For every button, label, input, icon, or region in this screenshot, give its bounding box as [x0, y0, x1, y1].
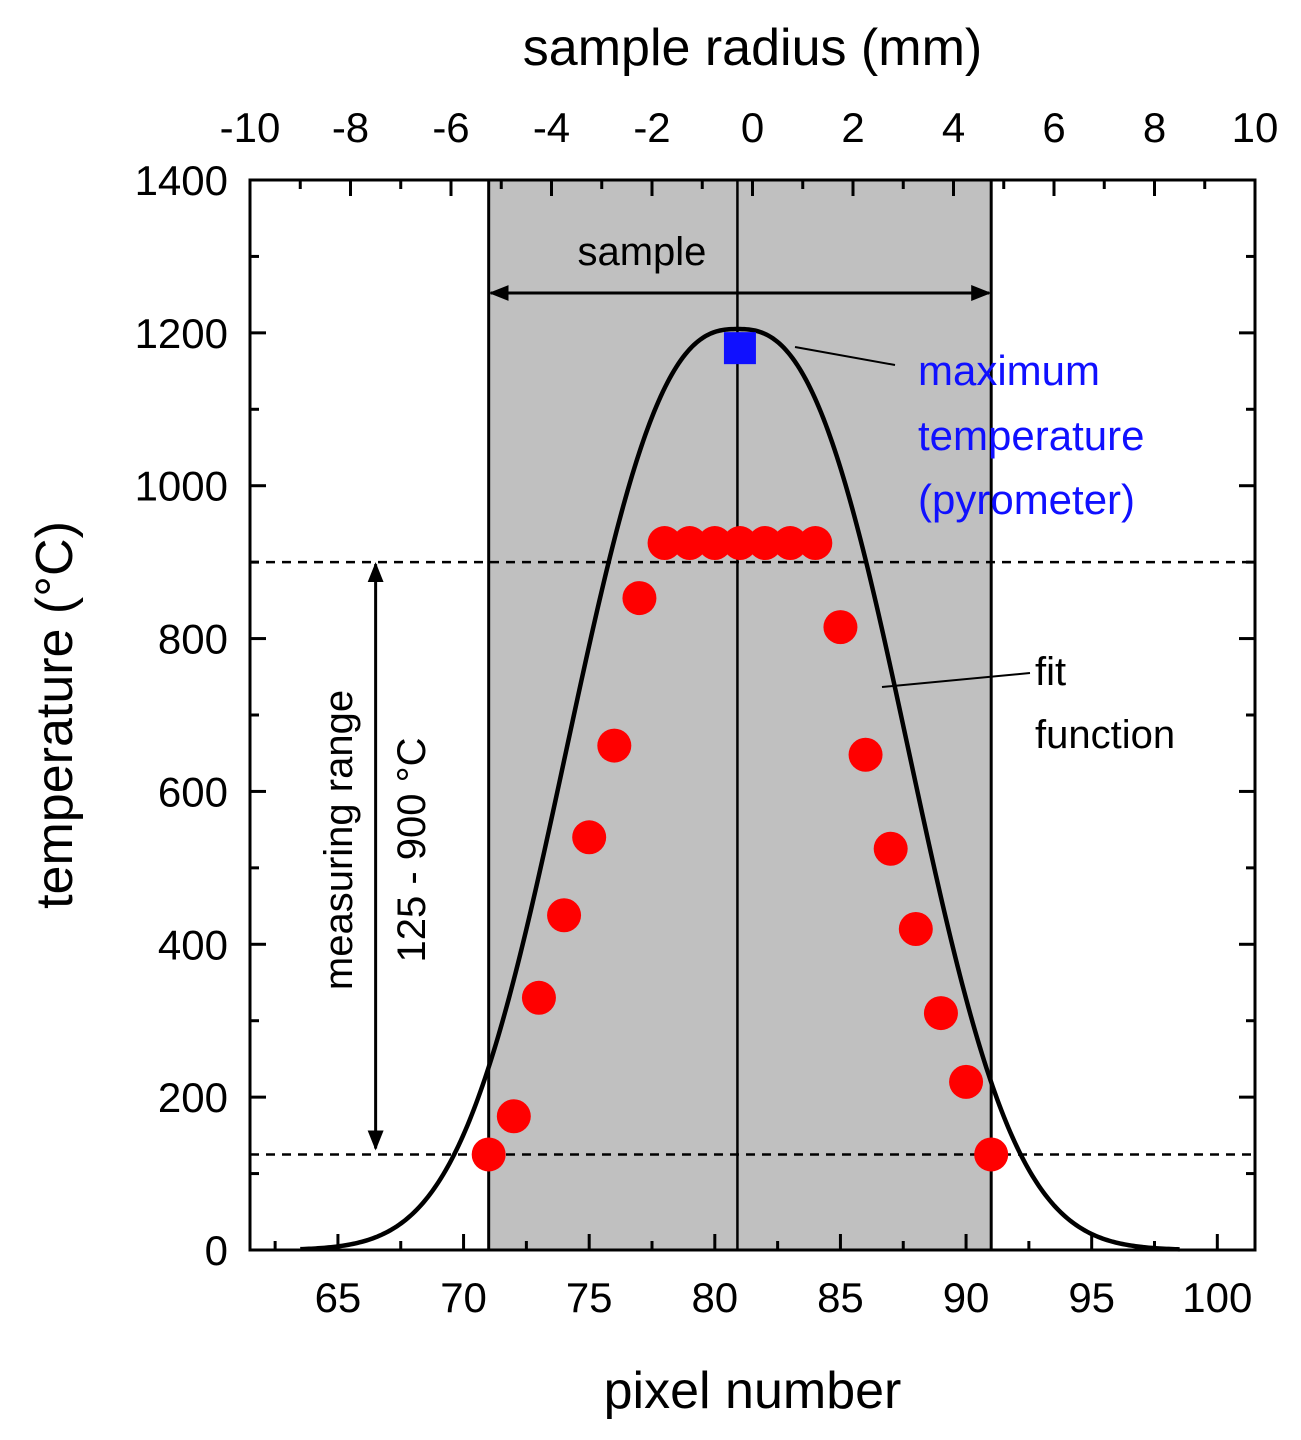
data-point: [923, 996, 958, 1031]
top-tick-label: -8: [332, 104, 369, 151]
top-tick-label: -2: [633, 104, 670, 151]
data-point: [647, 526, 682, 561]
x-tick-label: 65: [315, 1274, 362, 1321]
pyrometer-label-line3: (pyrometer): [918, 476, 1135, 523]
data-point: [848, 737, 883, 772]
pyrometer-label-line2: temperature: [918, 412, 1144, 459]
data-point: [873, 831, 908, 866]
x-tick-label: 80: [691, 1274, 738, 1321]
x-tick-label: 100: [1182, 1274, 1252, 1321]
data-point: [898, 912, 933, 946]
x-tick-label: 75: [566, 1274, 613, 1321]
fit-function-curve: [300, 326, 1180, 1252]
fit-label-line1: fit: [1035, 650, 1066, 694]
data-point: [622, 581, 657, 616]
axis-tick-labels: 65 70 75 80 85 90 95 10002004006008001000120014…: [135, 104, 1279, 1321]
y-tick-label: 1000: [135, 463, 228, 510]
y-tick-label: 800: [158, 616, 228, 663]
y-tick-label: 1200: [135, 310, 228, 357]
data-point: [471, 1137, 506, 1172]
data-point: [496, 1099, 531, 1134]
x-tick-label: 95: [1068, 1274, 1115, 1321]
top-tick-label: 4: [942, 104, 965, 151]
data-point: [823, 610, 858, 645]
fit-label-line2: function: [1035, 713, 1175, 757]
data-point: [974, 1137, 1009, 1172]
data-point: [773, 526, 808, 561]
x-tick-label: 70: [440, 1274, 487, 1321]
y-tick-label: 600: [158, 768, 228, 815]
y-tick-label: 400: [158, 921, 228, 968]
axis-ticks: [248, 178, 1257, 1252]
data-point: [672, 526, 707, 561]
top-tick-label: -10: [220, 104, 281, 151]
top-tick-label: 10: [1232, 104, 1279, 151]
top-tick-label: 8: [1143, 104, 1166, 151]
x-tick-label: 90: [943, 1274, 990, 1321]
data-point: [949, 1064, 984, 1099]
sample-label: sample: [577, 230, 706, 274]
data-point: [521, 980, 556, 1015]
pyrometer-label-line1: maximum: [918, 347, 1100, 394]
top-axis-title: sample radius (mm): [523, 19, 982, 77]
data-point: [572, 820, 607, 855]
y-tick-label: 200: [158, 1074, 228, 1121]
top-tick-label: 0: [741, 104, 764, 151]
y-axis-title: temperature (°C): [26, 521, 84, 909]
measuring-range-value: 125 - 900 °C: [390, 737, 434, 962]
top-tick-label: 2: [841, 104, 864, 151]
data-point: [798, 526, 833, 561]
data-points: [471, 332, 1009, 1172]
measuring-range-label: measuring range: [317, 690, 361, 990]
x-tick-label: 85: [817, 1274, 864, 1321]
pyrometer-leader-line: [794, 346, 896, 366]
x-axis-title: pixel number: [604, 1362, 902, 1420]
top-tick-label: 6: [1042, 104, 1065, 151]
data-point: [697, 526, 732, 561]
top-tick-label: -6: [432, 104, 469, 151]
y-tick-label: 1400: [135, 157, 228, 204]
data-point: [748, 526, 783, 561]
data-point: [722, 526, 757, 561]
pyrometer-point: [723, 332, 756, 365]
data-point: [597, 728, 632, 763]
fit-leader-line: [881, 672, 1031, 688]
top-tick-label: -4: [533, 104, 570, 151]
y-tick-label: 0: [205, 1227, 228, 1274]
data-point: [547, 898, 582, 933]
